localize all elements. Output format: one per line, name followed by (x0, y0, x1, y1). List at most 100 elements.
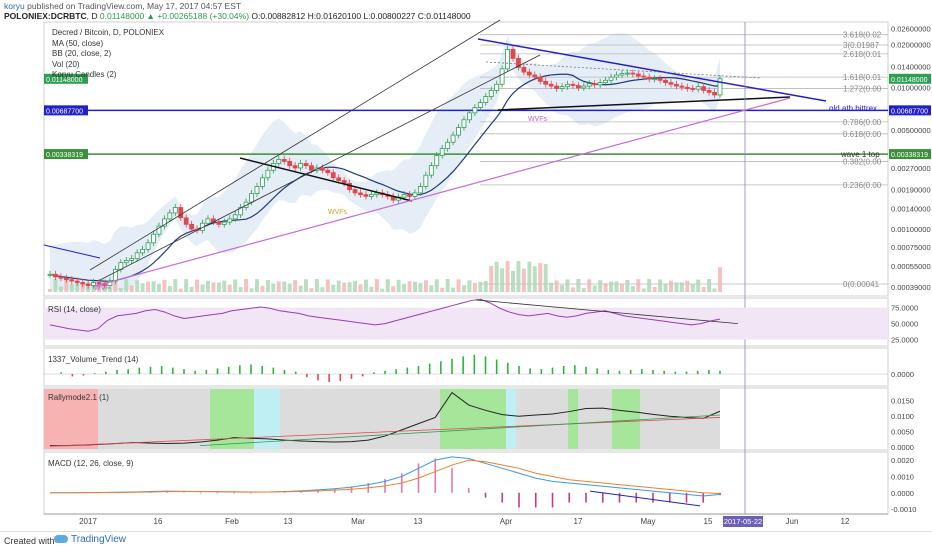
candle-body-14 (123, 260, 129, 264)
candle-body-0 (47, 273, 53, 276)
volume-bar-0 (48, 289, 52, 292)
candle-body-35 (238, 207, 244, 216)
candle-body-47 (303, 163, 309, 167)
volume-bar-116 (679, 282, 684, 292)
volume-bar-98 (581, 288, 586, 292)
legend-bb[interactable]: BB (20, close, 2) (52, 49, 112, 59)
candle-body-23 (172, 207, 178, 214)
candle-body-90 (537, 76, 543, 82)
candle-body-121 (706, 90, 712, 93)
candle-body-6 (80, 282, 86, 285)
candle-body-52 (330, 172, 336, 179)
volume-bar-72 (440, 287, 445, 292)
volume-bar-14 (124, 279, 129, 292)
volume-bar-85 (511, 270, 516, 292)
candle-body-86 (516, 57, 521, 68)
candle-body-117 (684, 86, 690, 89)
rally-red-line (49, 417, 721, 447)
annotation-wave-1-top: wave 1 top (840, 150, 880, 159)
volume-bar-97 (576, 279, 581, 292)
volume-bar-55 (347, 282, 352, 292)
volume-bar-37 (249, 288, 254, 292)
candle-body-21 (161, 218, 167, 227)
candle-body-95 (565, 83, 570, 88)
left-price-tag-1 (44, 105, 88, 116)
volume-bar-79 (478, 281, 483, 292)
candle-body-72 (439, 148, 445, 156)
candle-body-120 (701, 86, 707, 91)
time-tick-4: Mar (351, 517, 365, 526)
author-link[interactable]: koryu (4, 1, 25, 11)
volume-bar-27 (195, 279, 200, 292)
symbol-label[interactable]: POLONIEX:DCRBTC (4, 11, 87, 21)
macd-divergence-line (589, 490, 701, 507)
candle-body-43 (281, 159, 287, 162)
volume-bar-102 (603, 283, 608, 292)
candle-body-89 (532, 74, 538, 78)
volume-bar-51 (325, 279, 330, 292)
candle-body-42 (276, 159, 282, 164)
volume-bar-99 (587, 279, 592, 292)
volume-bar-29 (205, 280, 210, 292)
main-legend: Decred / Bitcoin, D, POLONIEX MA (50, cl… (52, 28, 164, 81)
volume-bar-17 (140, 283, 145, 292)
volume-bar-32 (222, 280, 227, 292)
volume-bar-96 (570, 287, 575, 292)
volume-bar-113 (663, 284, 668, 292)
candle-body-114 (668, 82, 674, 85)
candle-body-2 (58, 276, 64, 279)
volume-bar-22 (167, 286, 172, 292)
volume-bar-47 (304, 279, 309, 292)
volume-bar-50 (320, 287, 325, 292)
candle-body-75 (456, 127, 461, 136)
volume-bar-23 (173, 279, 178, 292)
tradingview-logo[interactable]: TradingView (54, 534, 126, 545)
volume-bar-53 (336, 280, 341, 292)
right-price-tag-2 (889, 149, 931, 160)
rally-green-zone-2 (440, 389, 506, 449)
candle-body-58 (363, 194, 369, 197)
candle-body-84 (505, 49, 510, 70)
candle-body-22 (167, 212, 173, 220)
candle-body-71 (434, 155, 440, 167)
candle-body-46 (298, 163, 303, 169)
price-tick-6: 0.00190000 (891, 186, 931, 195)
candle-body-56 (352, 189, 358, 194)
price-tick-7: 0.00140000 (891, 204, 931, 213)
rsi-pane-label: RSI (14, close) (48, 305, 101, 314)
volume-bar-92 (549, 282, 554, 292)
volume-bar-87 (521, 268, 526, 292)
volume-bar-13 (118, 287, 123, 292)
support-trendline (497, 96, 791, 111)
candle-body-17 (140, 248, 146, 254)
candle-body-57 (358, 192, 363, 196)
candle-body-18 (145, 242, 151, 250)
macd-tick-2: 0.0000 (891, 489, 914, 498)
candle-body-5 (74, 280, 80, 283)
right-price-tag-1 (889, 105, 931, 116)
candle-body-15 (129, 258, 135, 261)
volume-bar-11 (107, 287, 112, 292)
candle-body-66 (407, 194, 412, 197)
volume-bar-59 (369, 286, 374, 292)
candle-body-119 (695, 86, 701, 90)
candle-body-51 (325, 169, 331, 174)
candle-body-106 (624, 72, 630, 75)
legend-koryu[interactable]: Koryu Candles (2) (52, 70, 117, 80)
legend-ma[interactable]: MA (50, close) (52, 38, 104, 48)
volume-bar-81 (489, 265, 494, 292)
channel-lower (99, 54, 541, 281)
volume-bar-76 (461, 285, 466, 292)
volume-bar-104 (614, 281, 619, 292)
volume-bar-26 (189, 286, 194, 292)
volume-bar-95 (565, 279, 570, 292)
interval-label: D (91, 11, 98, 21)
chart-header: koryu published on TradingView.com, May … (0, 0, 932, 22)
candle-body-123 (717, 78, 723, 96)
candle-body-37 (249, 193, 254, 203)
date-tag-bg (723, 516, 763, 527)
volume-bar-30 (211, 282, 216, 292)
legend-vol[interactable]: Vol (20) (52, 59, 80, 69)
publish-line: koryu published on TradingView.com, May … (4, 1, 241, 11)
